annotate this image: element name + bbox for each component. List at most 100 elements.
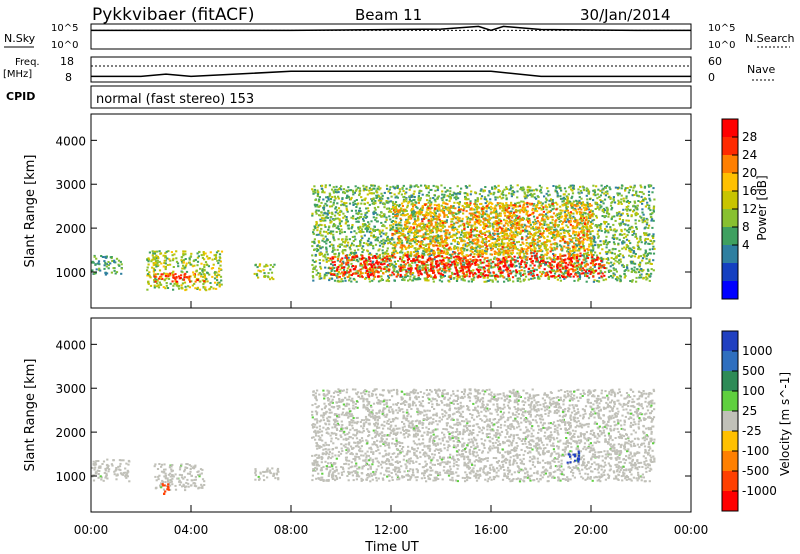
range-cell [350,209,353,212]
range-cell [436,189,439,192]
range-cell [586,188,590,191]
range-cell [313,238,316,241]
range-cell [417,267,420,270]
range-cell [458,267,461,270]
range-cell [553,246,556,249]
range-cell [175,257,178,260]
range-cell [146,266,149,269]
range-cell [203,266,206,268]
range-cell [575,211,578,214]
range-cell [618,201,621,204]
range-cell [148,274,151,277]
range-cell [392,266,395,269]
range-cell [474,262,477,265]
range-cell [347,261,350,264]
range-cell [365,207,368,210]
range-cell [342,252,345,255]
range-cell [587,203,590,206]
range-cell [502,259,505,262]
range-cell [592,193,595,196]
range-cell [422,260,425,263]
range-cell [447,275,450,278]
range-cell [408,258,411,260]
range-cell [577,263,581,266]
range-cell [561,271,564,274]
range-cell [646,277,649,280]
range-cell [403,276,406,279]
range-cell [626,214,630,217]
range-cell [533,264,536,267]
range-cell [588,270,591,272]
range-cell [437,263,440,266]
range-cell [220,250,224,253]
range-cell [620,214,623,217]
range-cell [172,274,175,277]
range-cell [215,287,218,290]
range-cell [334,217,338,220]
range-cell [405,187,408,190]
range-cell [269,268,272,271]
range-cell [346,276,349,279]
range-cell [565,207,568,210]
range-cell [177,265,180,268]
range-cell [649,239,652,242]
nsky-line-0 [91,25,691,32]
range-cell [625,195,628,198]
range-cell [469,258,472,261]
range-cell [546,223,549,226]
range-cell [366,229,369,232]
range-cell [560,245,563,248]
range-cell [326,253,329,256]
range-cell [648,224,651,227]
range-cell [503,234,506,236]
range-cell [311,245,314,248]
range-cell [157,264,160,267]
range-cell [404,263,407,266]
range-cell [314,205,317,208]
range-cell [510,264,513,266]
range-cell [313,190,316,193]
range-cell [194,258,197,261]
range-cell [175,250,178,253]
range-cell [457,225,460,228]
range-cell [157,277,161,280]
range-cell [504,258,507,261]
range-cell [646,268,650,271]
range-cell [427,201,430,204]
range-cell [535,188,538,191]
range-cell [548,256,551,259]
range-cell [165,250,168,253]
range-cell [485,210,488,213]
range-cell [448,195,451,198]
range-cell [643,220,647,223]
range-cell [520,266,523,268]
range-cell [313,240,316,243]
range-cell [545,254,548,257]
range-cell [502,196,505,199]
range-cell [392,216,395,219]
range-cell [388,257,391,260]
range-cell [423,224,426,227]
range-cell [531,275,534,277]
range-cell [451,271,454,274]
range-cell [360,213,363,216]
range-cell [523,230,527,233]
range-cell [437,239,440,242]
range-cell [542,261,545,264]
range-cell [403,223,407,226]
range-cell [408,242,411,245]
range-cell [601,272,604,275]
range-cell [504,262,507,265]
range-cell [383,256,386,259]
range-cell [152,262,155,265]
range-cell [490,211,493,214]
range-cell [555,270,558,273]
range-cell [404,192,407,195]
range-cell [483,280,486,283]
range-cell [551,199,554,201]
range-cell [314,265,317,268]
range-cell [409,273,412,276]
range-cell [583,269,586,272]
range-cell [579,255,582,258]
range-cell [162,265,165,268]
